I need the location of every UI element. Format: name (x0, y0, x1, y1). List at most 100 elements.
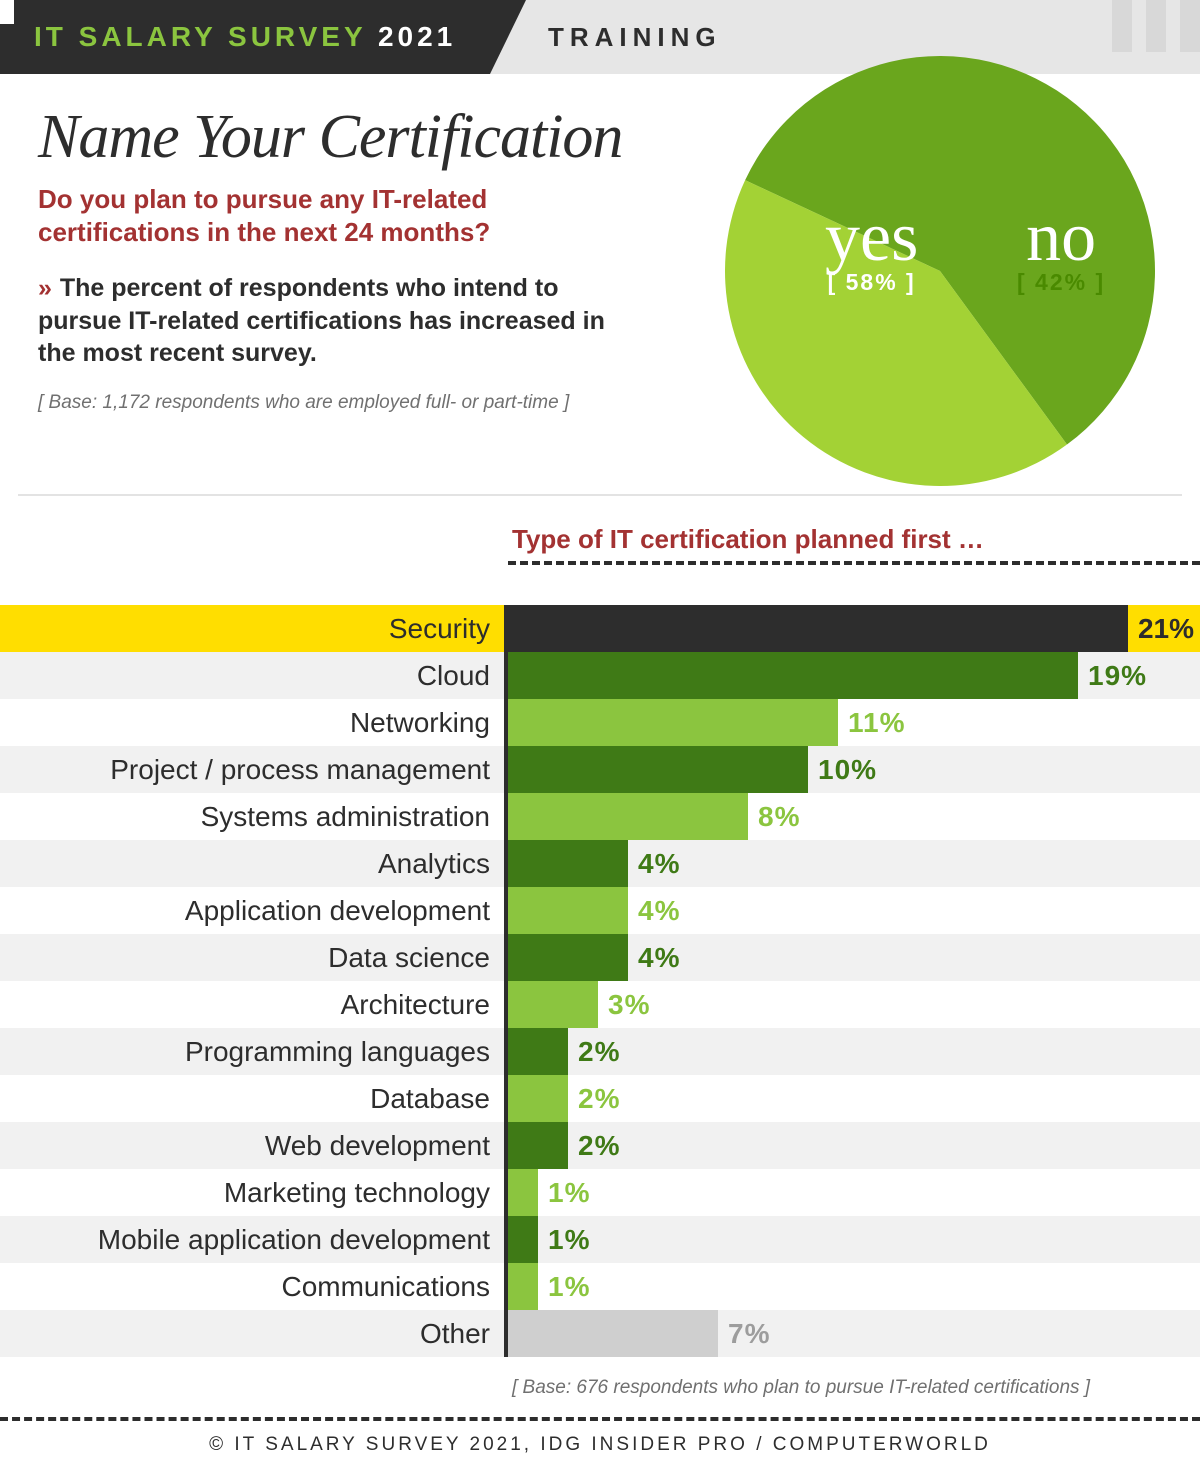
pie-label-no: no [ 42% ] (1017, 206, 1105, 296)
bar-cell: 3% (508, 981, 1200, 1028)
header-dark-band: IT SALARY SURVEY 2021 (0, 0, 490, 74)
bar-row: Security21% (0, 605, 1200, 652)
bar-row: Marketing technology 1% (0, 1169, 1200, 1216)
bar-label: Application development (0, 887, 508, 934)
bar-fill (508, 652, 1078, 699)
footer-credit: © IT SALARY SURVEY 2021, IDG INSIDER PRO… (0, 1434, 1200, 1456)
bar-fill (508, 1263, 538, 1310)
dashed-line-top (508, 561, 1200, 593)
bar-row: Data science 4% (0, 934, 1200, 981)
bar-pct: 1% (548, 1271, 590, 1303)
bar-pct: 4% (638, 942, 680, 974)
bar-row: Project / process management 10% (0, 746, 1200, 793)
insight-body: The percent of respondents who intend to… (38, 274, 605, 367)
bar-chart-section: Type of IT certification planned first …… (0, 524, 1200, 1433)
bar-label: Programming languages (0, 1028, 508, 1075)
bar-fill (508, 793, 748, 840)
divider-line (18, 494, 1182, 496)
bar-label: Data science (0, 934, 508, 981)
bar-cell: 1% (508, 1263, 1200, 1310)
header-title: IT SALARY SURVEY 2021 (34, 21, 456, 53)
bar-label: Marketing technology (0, 1169, 508, 1216)
bar-fill (508, 1075, 568, 1122)
bar-row: Architecture 3% (0, 981, 1200, 1028)
header-section-label: TRAINING (548, 0, 722, 74)
bar-row: Networking11% (0, 699, 1200, 746)
bar-row: Other 7% (0, 1310, 1200, 1357)
bar-label: Database (0, 1075, 508, 1122)
bar-pct: 1% (548, 1224, 590, 1256)
bar-pct: 2% (578, 1036, 620, 1068)
bar-cell: 11% (508, 699, 1200, 746)
bar-rows: Security21%Cloud19%Networking11%Project … (0, 605, 1200, 1357)
chevron-icon: » (38, 274, 49, 302)
bar-pct: 3% (608, 989, 650, 1021)
bar-fill (508, 934, 628, 981)
bar-row: Database 2% (0, 1075, 1200, 1122)
bar-pct: 7% (728, 1318, 770, 1350)
dashed-line-bottom (0, 1417, 1200, 1421)
bar-label: Systems administration (0, 793, 508, 840)
pie-chart: yes [ 58% ] no [ 42% ] (725, 56, 1155, 491)
pie-yes-pct: [ 58% ] (825, 269, 918, 296)
bar-fill (508, 1028, 568, 1075)
bar-cell: 19% (508, 652, 1200, 699)
bar-pct: 8% (758, 801, 800, 833)
bar-pct: 4% (638, 895, 680, 927)
bar-chart-title: Type of IT certification planned first … (512, 524, 1200, 555)
base-note-bottom: [ Base: 676 respondents who plan to purs… (512, 1377, 1200, 1399)
bar-label: Networking (0, 699, 508, 746)
bar-fill (508, 746, 808, 793)
bar-row: Cloud19% (0, 652, 1200, 699)
insight-text: » The percent of respondents who intend … (38, 272, 638, 370)
bar-cell: 8% (508, 793, 1200, 840)
bar-pct: 2% (578, 1130, 620, 1162)
bar-label: Analytics (0, 840, 508, 887)
bar-label: Mobile application development (0, 1216, 508, 1263)
bar-cell: 1% (508, 1169, 1200, 1216)
bar-cell: 4% (508, 887, 1200, 934)
bar-pct: 10% (818, 754, 877, 786)
header-survey-label: IT SALARY SURVEY (34, 21, 366, 52)
bar-row: Web development 2% (0, 1122, 1200, 1169)
bar-cell: 2% (508, 1122, 1200, 1169)
bar-cell: 1% (508, 1216, 1200, 1263)
bar-label: Architecture (0, 981, 508, 1028)
bar-fill (508, 1169, 538, 1216)
bar-row: Communications1% (0, 1263, 1200, 1310)
bar-pct: 1% (548, 1177, 590, 1209)
bar-cell: 10% (508, 746, 1200, 793)
header-stripes-icon (1112, 0, 1200, 52)
bar-pct: 2% (578, 1083, 620, 1115)
bar-fill (508, 605, 1138, 652)
pie-yes-text: yes (825, 206, 918, 269)
bar-pct: 4% (638, 848, 680, 880)
bar-row: Application development 4% (0, 887, 1200, 934)
bar-row: Systems administration 8% (0, 793, 1200, 840)
bar-row: Mobile application development 1% (0, 1216, 1200, 1263)
bar-fill (508, 887, 628, 934)
bar-cell: 2% (508, 1028, 1200, 1075)
pie-label-yes: yes [ 58% ] (825, 206, 918, 296)
top-section: Name Your Certification Do you plan to p… (0, 74, 1200, 486)
bar-pct: 19% (1088, 660, 1147, 692)
bar-pct: 21% (1128, 605, 1200, 652)
bar-label: Other (0, 1310, 508, 1357)
bar-cell: 4% (508, 934, 1200, 981)
pie-no-text: no (1017, 206, 1105, 269)
bar-fill (508, 1122, 568, 1169)
bar-label: Project / process management (0, 746, 508, 793)
bar-row: Programming languages 2% (0, 1028, 1200, 1075)
pie-no-pct: [ 42% ] (1017, 269, 1105, 296)
bar-fill (508, 699, 838, 746)
survey-question: Do you plan to pursue any IT-related cer… (38, 183, 538, 248)
bar-cell: 2% (508, 1075, 1200, 1122)
bar-cell: 21% (508, 605, 1200, 652)
bar-cell: 7% (508, 1310, 1200, 1357)
bar-row: Analytics 4% (0, 840, 1200, 887)
bar-fill (508, 981, 598, 1028)
bar-cell: 4% (508, 840, 1200, 887)
header-year: 2021 (378, 21, 456, 52)
bar-label: Web development (0, 1122, 508, 1169)
bar-fill (508, 1216, 538, 1263)
